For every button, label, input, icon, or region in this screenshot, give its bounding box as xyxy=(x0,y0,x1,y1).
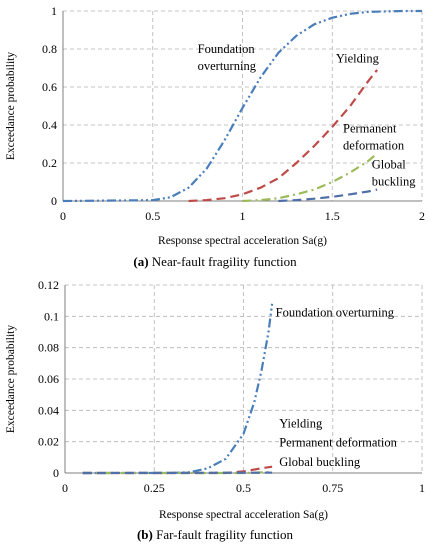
y-tick-label: 0.12 xyxy=(38,278,59,292)
series-annotation: overturning xyxy=(198,59,257,73)
chart-panel-b: 0 0.02 0.04 0.06 0.08 0.1 0.12 0 0.25 0.5 0.75 1 Res… xyxy=(5,278,425,542)
x-tick-label: 0.5 xyxy=(145,209,160,223)
caption-tag: (b) xyxy=(137,527,153,542)
y-tick-label: 0.08 xyxy=(38,341,59,355)
series-annotation: Permanent xyxy=(343,122,397,136)
y-tick-label: 0.6 xyxy=(42,80,57,94)
chart-panel-a: 0 0.2 0.4 0.6 0.8 1 0 0.5 1 1.5 2 Response spectral… xyxy=(5,4,425,269)
x-tick-label: 1.5 xyxy=(325,209,340,223)
y-tick-label: 0 xyxy=(51,194,57,208)
x-tick-label: 0.5 xyxy=(236,481,251,495)
caption-tag: (a) xyxy=(133,254,148,269)
x-tick-label: 1 xyxy=(240,209,246,223)
x-tick-label: 2 xyxy=(419,209,425,223)
series-annotation: buckling xyxy=(372,175,416,189)
series-annotation: Yielding xyxy=(336,51,380,65)
x-tick-label: 0.75 xyxy=(322,481,343,495)
x-tick-label: 0 xyxy=(62,481,68,495)
y-tick-label: 0.8 xyxy=(42,42,57,56)
y-axis-title: Exceedance probability xyxy=(5,52,17,160)
series-annotation: deformation xyxy=(343,139,405,153)
x-axis-title: Response spectral acceleration Sa(g) xyxy=(159,509,328,521)
caption-text: Near-fault fragility function xyxy=(149,254,298,269)
figure-caption: (b) Far-fault fragility function xyxy=(137,527,294,542)
x-tick-label: 0 xyxy=(60,209,66,223)
y-tick-label: 0.4 xyxy=(42,118,57,132)
y-tick-label: 0.1 xyxy=(44,309,59,323)
series-annotation: Foundation overturning xyxy=(276,305,395,319)
y-axis-title: Exceedance probability xyxy=(5,325,17,433)
caption-text: Far-fault fragility function xyxy=(153,527,294,542)
y-tick-label: 0.2 xyxy=(42,156,57,170)
series-annotation: Foundation xyxy=(198,42,256,56)
figure-caption: (a) Near-fault fragility function xyxy=(133,254,297,269)
series-annotation: Global xyxy=(372,158,407,172)
series-annotation: Yielding xyxy=(279,417,323,431)
y-tick-label: 0.02 xyxy=(38,435,59,449)
x-axis-title: Response spectral acceleration Sa(g) xyxy=(158,235,327,247)
series-annotation: Permanent deformation xyxy=(279,435,397,449)
x-tick-label: 0.25 xyxy=(144,481,165,495)
y-tick-label: 1 xyxy=(51,4,57,18)
y-tick-label: 0 xyxy=(53,466,59,480)
y-tick-label: 0.04 xyxy=(38,403,59,417)
series-annotation: Global buckling xyxy=(279,455,361,469)
y-tick-label: 0.06 xyxy=(38,372,59,386)
x-tick-label: 1 xyxy=(419,481,425,495)
